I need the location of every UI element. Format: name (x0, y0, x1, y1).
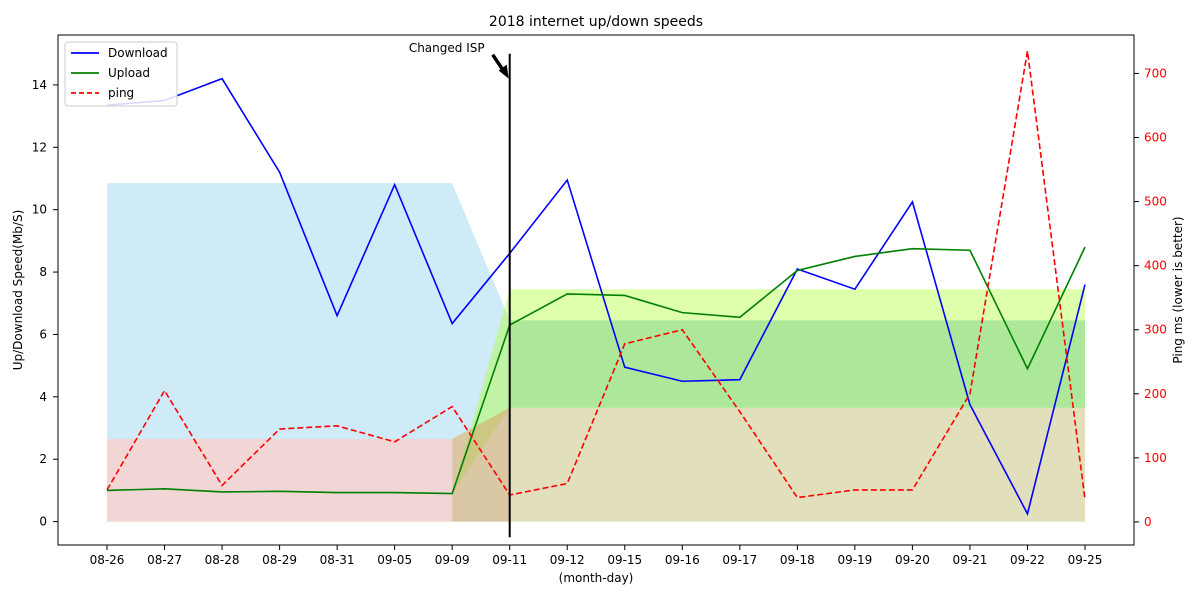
y2-tick-label: 700 (1144, 66, 1167, 80)
x-tick-label: 09-11 (492, 553, 527, 567)
series-line-download (106, 77, 1086, 517)
legend-label-download: Download (108, 46, 168, 60)
y2-tick-label: 0 (1144, 515, 1152, 529)
y-tick-label: 0 (39, 515, 47, 529)
band-1 (107, 183, 510, 439)
x-tick-label: 09-17 (722, 553, 757, 567)
y2-tick-label: 100 (1144, 451, 1167, 465)
series-line-upload (106, 246, 1086, 495)
x-tick-label: 09-16 (665, 553, 700, 567)
y2-tick-label: 500 (1144, 195, 1167, 209)
x-tick-label: 08-27 (147, 553, 182, 567)
x-tick-label: 09-05 (377, 553, 412, 567)
x-tick-label: 09-21 (953, 553, 988, 567)
band-4 (452, 407, 1085, 522)
x-tick-label: 08-31 (320, 553, 355, 567)
x-tick-label: 09-20 (895, 553, 930, 567)
y-tick-label: 14 (32, 78, 47, 92)
lines-layer (106, 50, 1086, 517)
x-tick-label: 08-26 (90, 553, 125, 567)
annotation-label: Changed ISP (409, 41, 485, 55)
y-tick-label: 2 (39, 452, 47, 466)
y-axis-label: Up/Download Speed(Mb/S) (11, 210, 25, 371)
bands-layer (107, 183, 1085, 522)
legend: Download Upload ping (64, 41, 178, 107)
x-tick-label: 09-25 (1068, 553, 1103, 567)
y2-tick-label: 200 (1144, 387, 1167, 401)
y-tick-label: 6 (39, 327, 47, 341)
legend-label-upload: Upload (108, 66, 150, 80)
y2-tick-label: 600 (1144, 131, 1167, 145)
annotation-arrow-head (498, 64, 509, 79)
y-tick-label: 8 (39, 265, 47, 279)
x-tick-label: 09-09 (435, 553, 470, 567)
y-tick-label: 12 (32, 140, 47, 154)
y2-axis-label: Ping ms (lower is better) (1171, 216, 1185, 363)
x-tick-label: 08-29 (262, 553, 297, 567)
x-tick-label: 09-15 (607, 553, 642, 567)
y2-tick-label: 300 (1144, 323, 1167, 337)
axes-layer: 08-26 08-27 08-28 08-29 08-31 09-05 09-09 09-11… (32, 66, 1167, 567)
band-5 (509, 320, 1085, 408)
legend-box (64, 41, 178, 107)
x-tick-label: 08-28 (205, 553, 240, 567)
annotation-layer: Changed ISP (409, 41, 511, 538)
plot-frame (57, 34, 1135, 546)
series-line-ping (106, 50, 1086, 500)
chart-title: 2018 internet up/down speeds (489, 14, 703, 30)
x-tick-label: 09-22 (1010, 553, 1045, 567)
x-axis-label: (month-day) (559, 571, 634, 585)
y-tick-label: 4 (39, 390, 47, 404)
x-tick-label: 09-12 (550, 553, 585, 567)
x-tick-label: 09-18 (780, 553, 815, 567)
legend-label-ping: ping (108, 86, 134, 100)
y-tick-label: 10 (32, 203, 47, 217)
band-2 (452, 289, 1085, 494)
y2-tick-label: 400 (1144, 259, 1167, 273)
x-tick-label: 09-19 (837, 553, 872, 567)
